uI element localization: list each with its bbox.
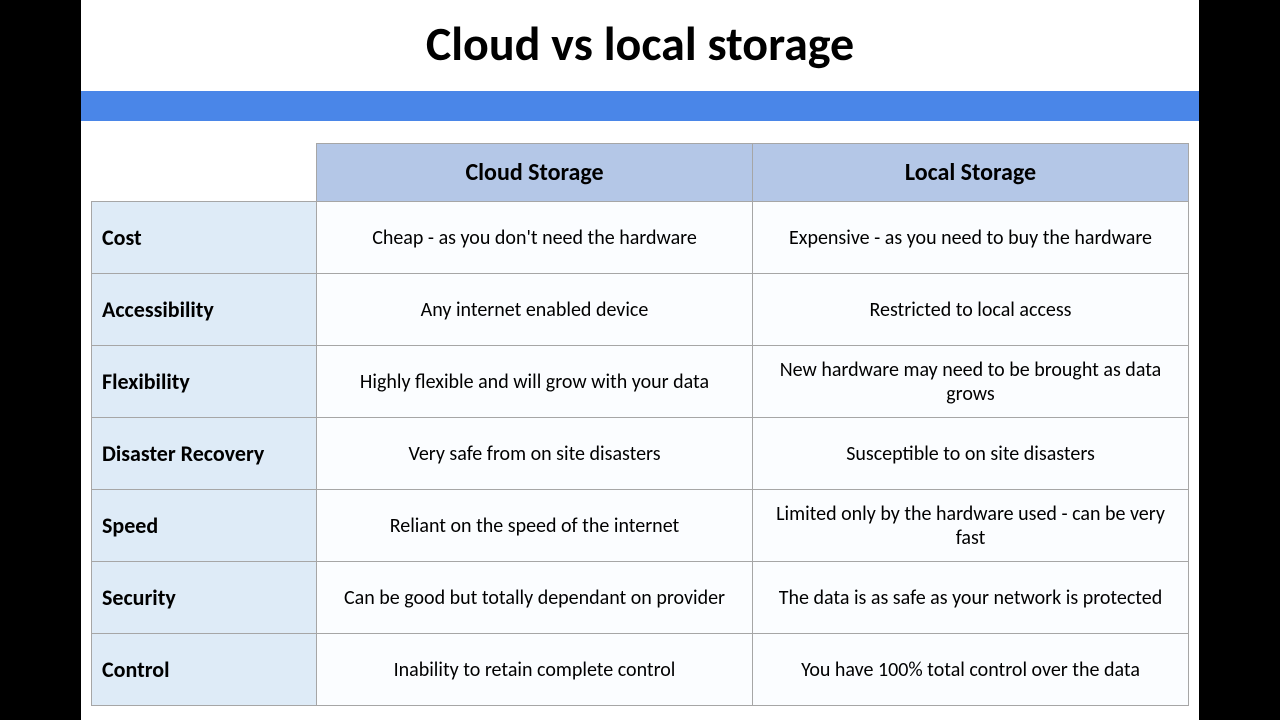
table-cell: The data is as safe as your network is p… [753, 562, 1189, 634]
table-header-blank [92, 144, 317, 202]
table-cell: Very safe from on site disasters [317, 418, 753, 490]
table-cell: Cheap - as you don't need the hardware [317, 202, 753, 274]
table-row: SecurityCan be good but totally dependan… [92, 562, 1189, 634]
table-cell: Susceptible to on site disasters [753, 418, 1189, 490]
table-header-row: Cloud Storage Local Storage [92, 144, 1189, 202]
table-row: AccessibilityAny internet enabled device… [92, 274, 1189, 346]
column-header-local: Local Storage [753, 144, 1189, 202]
column-header-cloud: Cloud Storage [317, 144, 753, 202]
table-cell: Limited only by the hardware used - can … [753, 490, 1189, 562]
table-cell: Any internet enabled device [317, 274, 753, 346]
table-row: Disaster RecoveryVery safe from on site … [92, 418, 1189, 490]
table-row: SpeedReliant on the speed of the interne… [92, 490, 1189, 562]
table-body: CostCheap - as you don't need the hardwa… [92, 202, 1189, 706]
slide: Cloud vs local storage Cloud Storage Loc… [81, 0, 1199, 720]
table-cell: Highly flexible and will grow with your … [317, 346, 753, 418]
row-label: Speed [92, 490, 317, 562]
row-label: Flexibility [92, 346, 317, 418]
row-label: Security [92, 562, 317, 634]
comparison-table: Cloud Storage Local Storage CostCheap - … [91, 143, 1189, 706]
table-cell: Inability to retain complete control [317, 634, 753, 706]
table-cell: Restricted to local access [753, 274, 1189, 346]
row-label: Accessibility [92, 274, 317, 346]
row-label: Disaster Recovery [92, 418, 317, 490]
accent-bar [81, 91, 1199, 121]
table-cell: Expensive - as you need to buy the hardw… [753, 202, 1189, 274]
row-label: Control [92, 634, 317, 706]
comparison-table-wrap: Cloud Storage Local Storage CostCheap - … [81, 121, 1199, 706]
table-cell: Can be good but totally dependant on pro… [317, 562, 753, 634]
table-cell: You have 100% total control over the dat… [753, 634, 1189, 706]
table-row: ControlInability to retain complete cont… [92, 634, 1189, 706]
table-row: FlexibilityHighly flexible and will grow… [92, 346, 1189, 418]
page-title: Cloud vs local storage [81, 0, 1199, 91]
table-row: CostCheap - as you don't need the hardwa… [92, 202, 1189, 274]
table-cell: Reliant on the speed of the internet [317, 490, 753, 562]
row-label: Cost [92, 202, 317, 274]
table-cell: New hardware may need to be brought as d… [753, 346, 1189, 418]
